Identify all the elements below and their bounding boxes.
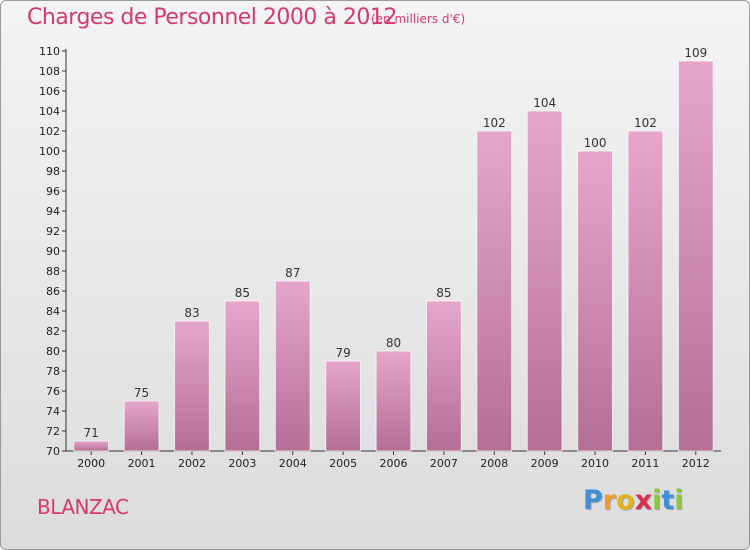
bar-2005	[325, 360, 361, 452]
bar-2003	[224, 300, 261, 452]
bar-2002	[174, 320, 210, 452]
x-tick-label: 2002	[178, 457, 206, 470]
logo-letter: o	[616, 485, 635, 516]
data-label-2002: 83	[184, 306, 199, 320]
y-axis: 70 72 74 76 78 80 82 84 86 88 90 92 94 96 98 100 102 104 1…	[39, 45, 67, 458]
bar-2009	[526, 110, 563, 452]
chart-unit: (en milliers d'€)	[371, 12, 466, 26]
y-tick-label: 70	[46, 445, 60, 458]
data-label-2006: 80	[386, 336, 401, 350]
y-tick-label: 94	[46, 205, 60, 218]
y-tick-label: 98	[46, 165, 60, 178]
data-label-2001: 75	[134, 386, 149, 400]
y-tick-label: 82	[46, 325, 60, 338]
y-tick-label: 88	[46, 265, 60, 278]
y-tick-label: 84	[46, 305, 60, 318]
y-tick-label: 104	[39, 105, 60, 118]
commune-name: BLANZAC	[37, 495, 129, 519]
x-tick-label: 2004	[279, 457, 307, 470]
bar-2006	[375, 350, 412, 452]
bar-2000	[73, 440, 110, 452]
data-label-2009: 104	[533, 96, 556, 110]
logo-letter: i	[674, 485, 684, 516]
y-tick-label: 90	[46, 245, 60, 258]
y-tick-label: 76	[46, 385, 60, 398]
bar-2011	[627, 130, 664, 452]
logo-letter: P	[583, 485, 603, 516]
bar-2008	[476, 130, 513, 452]
x-tick-label: 2008	[480, 457, 508, 470]
x-tick-label: 2006	[380, 457, 408, 470]
x-tick-label: 2011	[631, 457, 659, 470]
logo-letter: x	[634, 485, 653, 516]
x-tick-label: 2001	[128, 457, 156, 470]
x-tick-label: 2010	[581, 457, 609, 470]
logo-letter: r	[602, 485, 617, 516]
bar-2004	[274, 280, 311, 452]
data-label-2010: 100	[584, 136, 607, 150]
proxiti-logo: Proxiti	[583, 485, 684, 516]
x-tick-label: 2012	[682, 457, 710, 470]
data-label-2000: 71	[84, 426, 99, 440]
y-tick-label: 72	[46, 425, 60, 438]
data-label-2012: 109	[684, 46, 707, 60]
data-label-2004: 87	[285, 266, 300, 280]
chart-title: Charges de Personnel 2000 à 2012	[27, 5, 397, 30]
data-label-2005: 79	[335, 346, 350, 360]
y-tick-label: 96	[46, 185, 60, 198]
y-tick-label: 108	[39, 65, 60, 78]
y-tick-label: 100	[39, 145, 60, 158]
x-tick-label: 2009	[531, 457, 559, 470]
y-tick-label: 106	[39, 85, 60, 98]
y-tick-label: 102	[39, 125, 60, 138]
logo-letter: t	[661, 485, 675, 516]
y-tick-label: 110	[39, 45, 60, 58]
data-label-2008: 102	[483, 116, 506, 130]
y-tick-label: 92	[46, 225, 60, 238]
bar-2010	[577, 150, 613, 452]
bar-2001	[123, 400, 160, 452]
bar-2012	[677, 60, 714, 452]
logo-letter: i	[652, 485, 662, 516]
y-tick-label: 80	[46, 345, 60, 358]
data-label-2003: 85	[235, 286, 250, 300]
y-tick-label: 74	[46, 405, 60, 418]
x-tick-label: 2000	[77, 457, 105, 470]
bars	[73, 60, 714, 452]
x-tick-label: 2007	[430, 457, 458, 470]
y-tick-label: 86	[46, 285, 60, 298]
value-labels: 71 75 83 85 87 79 80 85 102 104 100 102 109	[84, 46, 708, 440]
data-label-2007: 85	[436, 286, 451, 300]
x-tick-label: 2005	[329, 457, 357, 470]
data-label-2011: 102	[634, 116, 657, 130]
bar-2007	[426, 300, 462, 452]
x-axis: 2000 2001 2002 2003 2004 2005 2006 2007 2008 2009…	[66, 450, 721, 470]
y-tick-label: 78	[46, 365, 60, 378]
x-tick-label: 2003	[228, 457, 256, 470]
